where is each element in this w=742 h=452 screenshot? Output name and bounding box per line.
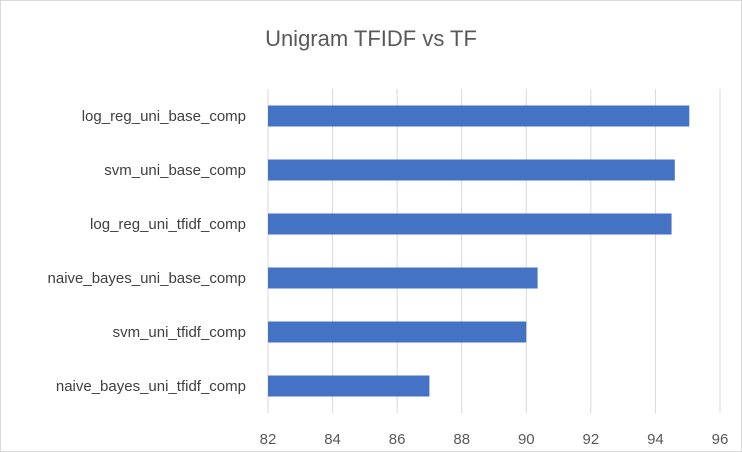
- x-tick-label: 90: [518, 431, 535, 448]
- bars: [268, 105, 690, 397]
- category-labels: log_reg_uni_base_comp svm_uni_base_complo…: [48, 108, 246, 395]
- x-tick-label: 84: [324, 431, 341, 448]
- category-label: log_reg_uni_tfidf_comp: [90, 216, 246, 233]
- bar: [268, 375, 430, 397]
- x-tick-label: 88: [453, 431, 470, 448]
- bar: [268, 267, 538, 289]
- chart-title: Unigram TFIDF vs TF: [265, 26, 477, 51]
- x-axis-tick-labels: 82 84 86 88 90 92 94 96: [260, 431, 729, 448]
- gridlines: [267, 89, 721, 413]
- category-label: svm_uni_tfidf_comp: [113, 324, 246, 341]
- x-tick-label: 94: [647, 431, 664, 448]
- bar: [268, 105, 690, 127]
- x-tick-label: 92: [583, 431, 600, 448]
- x-tick-label: 96: [712, 431, 729, 448]
- category-label: log_reg_uni_base_comp: [82, 108, 246, 125]
- x-tick-label: 82: [260, 431, 277, 448]
- category-label: svm_uni_base_comp: [104, 162, 246, 179]
- bar: [268, 321, 527, 343]
- bar: [268, 159, 675, 181]
- bar: [268, 213, 672, 235]
- category-label: naive_bayes_uni_tfidf_comp: [56, 378, 246, 395]
- x-tick-label: 86: [389, 431, 406, 448]
- category-label: naive_bayes_uni_base_comp: [48, 270, 246, 287]
